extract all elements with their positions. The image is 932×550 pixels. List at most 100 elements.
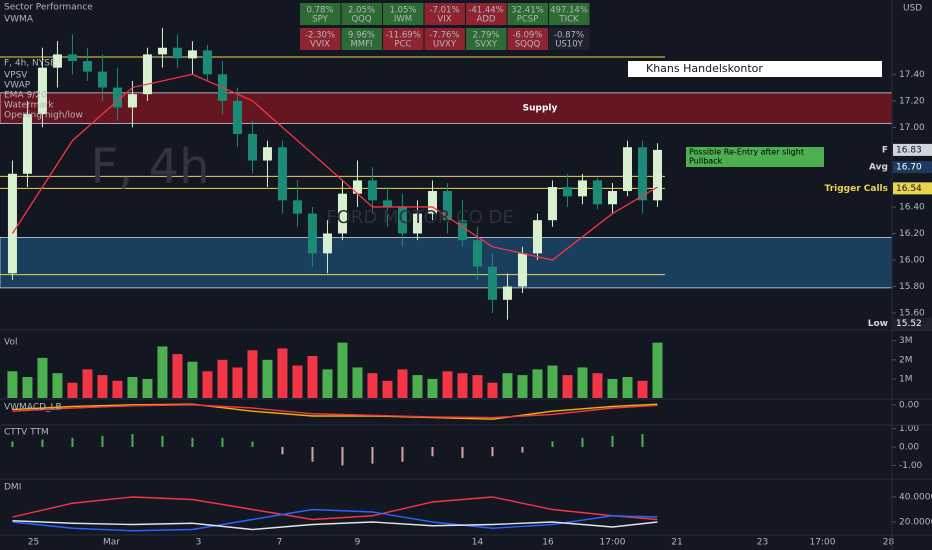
bar [487,382,498,398]
cell-symbol: ADD [477,15,496,25]
bar [611,435,614,447]
cell-symbol: US10Y [555,40,583,50]
candle-body [637,147,647,201]
bar [581,437,584,447]
cell-symbol: IWM [394,15,412,25]
bar [11,441,14,447]
legend-item: Watermark [4,101,54,111]
cell-symbol: QQQ [351,15,371,25]
y-tick-label: 17.00 [899,123,925,133]
cell-value: 0.78% [306,6,333,16]
candle-body [157,47,167,55]
y-tick-label: 3M [899,336,913,346]
candle-body [187,50,197,59]
bar [551,441,554,447]
table-cell [549,28,590,50]
candle-body [247,133,257,161]
cell-value: 9.96% [348,31,375,41]
candle-body [592,180,602,205]
note-text: Pullback [689,157,723,166]
bar [517,375,528,398]
table-cell [383,3,424,25]
pane-title: Vol [4,338,17,348]
note-box [686,147,824,167]
bar [637,380,648,398]
cell-symbol: PCC [395,40,412,50]
bar [652,342,663,398]
cell-value: -2.30% [305,31,335,41]
brand-text: Khans Handelskontor [646,62,763,75]
candle-body [412,213,422,234]
y-tick-label: 15.80 [899,282,925,292]
bar [37,357,48,398]
series-line [12,404,658,419]
bar [371,446,374,464]
bar [397,369,408,398]
bar [142,378,153,398]
cell-symbol: SPY [312,15,328,25]
y-tick-label: -1.00 [899,461,923,471]
candle-body [472,240,482,267]
candle-body [262,147,272,161]
cell-value: -0.87% [554,31,584,41]
bar [172,354,183,398]
bar [341,446,344,466]
y-tick-label: 1M [899,374,913,384]
y-tick-label: 15.60 [899,309,925,319]
candle-body [487,266,497,300]
bar [337,342,348,398]
cell-symbol: TICK [558,15,579,25]
candle-body [307,213,317,254]
bar [562,375,573,398]
candle-body [337,193,347,234]
bar [101,435,104,447]
bar [607,378,618,398]
bar [292,365,303,398]
candle-body [367,180,377,201]
candle-body [502,286,512,300]
cell-value: -7.01% [429,6,459,16]
candle-body [112,87,122,108]
candle-body [442,191,452,221]
legend-item: VWAP [4,81,31,91]
candle-body [7,173,17,274]
bar [412,375,423,398]
candle-body [517,253,527,287]
bar [187,361,198,398]
table-cell [466,28,507,50]
cell-value: 32.41% [511,6,543,16]
table-cell [300,3,341,25]
price-label-name: Avg [869,163,888,173]
table-cell [549,3,590,25]
bar [232,367,243,398]
bar [157,346,168,398]
bar [367,373,378,398]
x-tick-label: 14 [472,538,484,548]
candle-body [457,220,467,241]
supply-label: Supply [523,104,558,114]
candle-body [622,147,632,192]
x-tick-label: 7 [277,538,283,548]
price-label: 15.52 [896,319,922,329]
bar [221,437,224,447]
cell-value: -7.76% [429,31,459,41]
bar [521,446,524,453]
currency: USD [903,4,922,14]
bar [67,382,78,398]
watermark: F, 4h [90,139,209,195]
candle-body [607,191,617,205]
bar [622,377,633,398]
y-tick-label: 2M [899,355,913,365]
bar [532,369,543,398]
bar [502,373,513,398]
bar [52,373,63,398]
price-label: 16.54 [896,184,922,194]
watermark-sub: FORD MOTOR CO DE [326,207,513,228]
bar [281,446,284,455]
table-title: Sector Performance [4,3,93,13]
bar [202,371,213,398]
bar [191,437,194,447]
table-cell [507,3,548,25]
